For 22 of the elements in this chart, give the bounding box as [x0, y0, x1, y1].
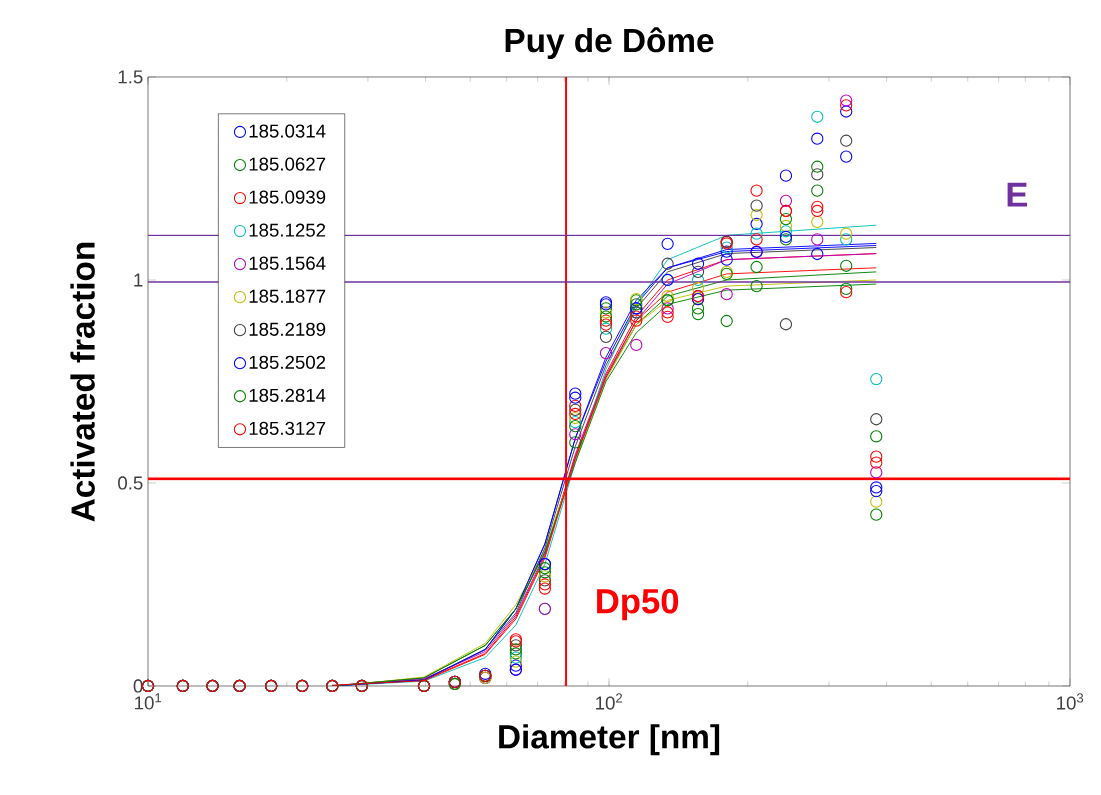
- ref-line-label: E: [1007, 182, 1028, 207]
- legend-label: 185.1564: [249, 256, 326, 270]
- y-tick-label: 0.5: [118, 476, 143, 490]
- y-tick-label: 0: [133, 679, 143, 693]
- x-tick-label: 10$^{3}$: [1057, 693, 1084, 710]
- y-tick-label: 1.5: [118, 70, 143, 84]
- legend-label: 185.0627: [249, 157, 326, 171]
- x-tick-label: 10$^{2}$: [596, 693, 623, 710]
- legend-label: 185.0314: [249, 124, 326, 138]
- x-tick-label: 10$^{1}$: [135, 693, 162, 710]
- legend-label: 185.2189: [249, 322, 326, 336]
- legend-label: 185.1252: [249, 223, 326, 237]
- legend-label: 185.3127: [249, 421, 326, 435]
- legend-label: 185.0939: [249, 190, 326, 204]
- x-axis-title: Diameter [nm]: [499, 724, 720, 756]
- y-tick-label: 1: [134, 273, 143, 287]
- chart-title: Puy de Dôme: [505, 27, 714, 59]
- ref-line-label: Dp50: [597, 588, 679, 621]
- legend-label: 185.2814: [249, 388, 326, 402]
- legend-label: 185.1877: [249, 289, 326, 303]
- y-axis-title: Activated fraction: [70, 242, 95, 522]
- legend-label: 185.2502: [249, 355, 326, 369]
